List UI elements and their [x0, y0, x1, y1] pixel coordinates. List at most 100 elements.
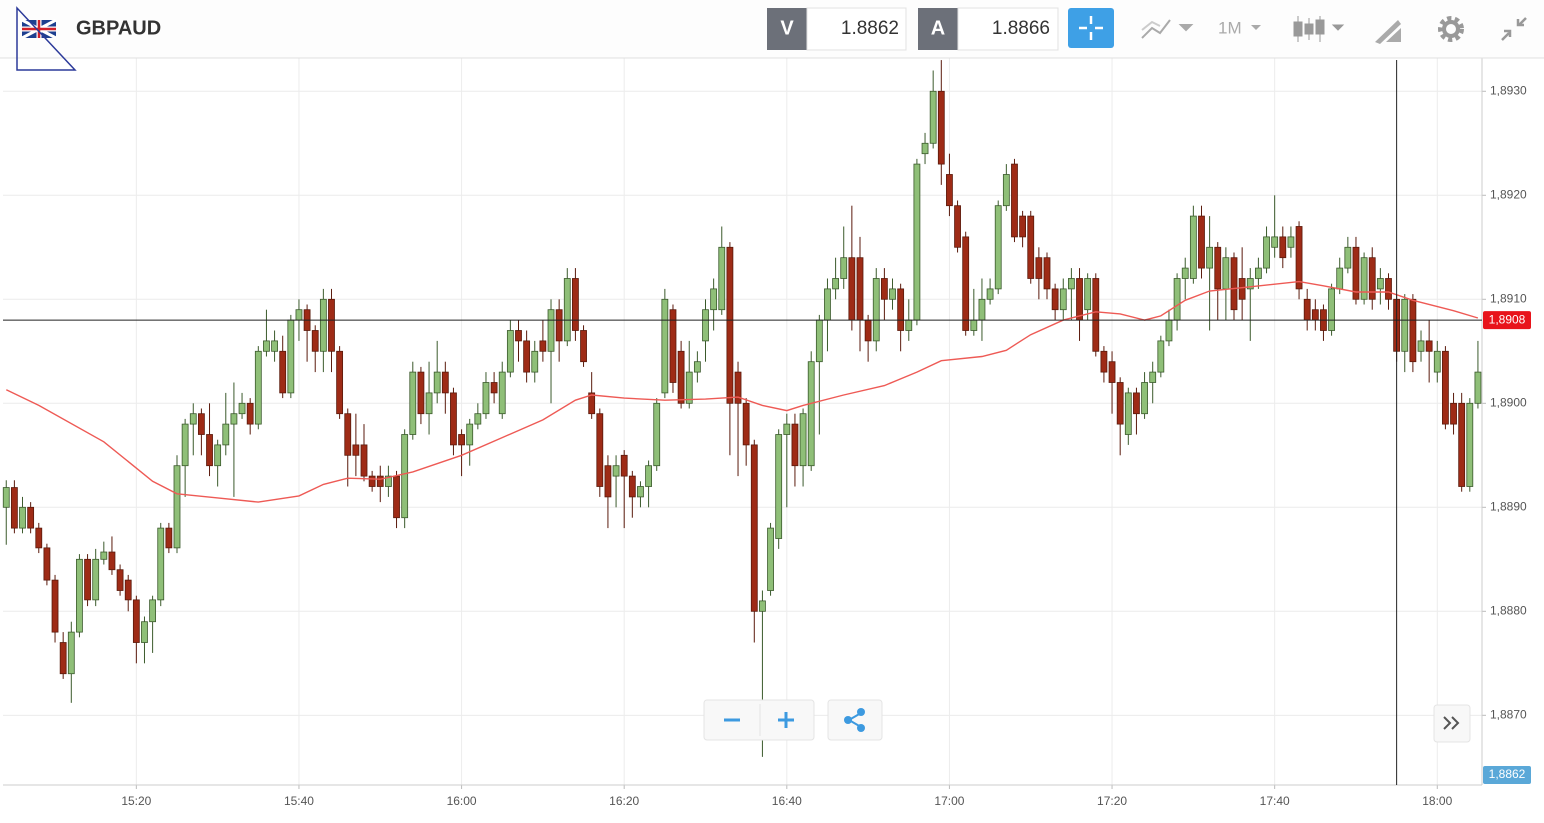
- candle-body: [19, 506, 26, 529]
- candle-body: [1092, 278, 1100, 352]
- candle-body: [279, 350, 287, 394]
- candle-body: [1011, 163, 1018, 238]
- candle-type-button[interactable]: [1293, 16, 1345, 42]
- candle-body: [157, 527, 165, 601]
- candle-body: [2, 487, 10, 508]
- candle-body: [1433, 350, 1441, 373]
- candle-body: [986, 288, 994, 300]
- candle-body: [1189, 215, 1197, 279]
- candle-body: [978, 298, 986, 321]
- candle-body: [352, 444, 360, 456]
- timeframe[interactable]: 1M: [1218, 18, 1242, 37]
- candle-body: [1059, 288, 1067, 311]
- candle-body: [385, 475, 392, 487]
- chart-type-button[interactable]: [1141, 19, 1194, 39]
- y-tick-label: 1,8900: [1490, 395, 1527, 409]
- candle-body: [506, 330, 514, 373]
- x-tick-label: 16:00: [447, 794, 477, 808]
- ask-box: [957, 7, 1059, 51]
- candle-body: [1116, 382, 1124, 425]
- candle-body: [572, 278, 579, 331]
- candle-body: [962, 236, 970, 331]
- crosshair-button[interactable]: [1068, 8, 1114, 48]
- candle-body: [1238, 278, 1246, 300]
- candle-body: [417, 371, 425, 415]
- candle-body: [1222, 257, 1230, 290]
- candle-body: [35, 527, 43, 549]
- x-tick-label: 17:40: [1260, 794, 1290, 808]
- candle-body: [1206, 246, 1214, 269]
- candle-body: [76, 558, 83, 633]
- candle-body: [612, 465, 620, 477]
- candle-body: [840, 257, 848, 279]
- moving-average-line: [5, 280, 1479, 503]
- share-button[interactable]: [827, 699, 883, 741]
- candle-body: [872, 278, 880, 342]
- bid-button[interactable]: [767, 8, 807, 50]
- candle-body: [889, 288, 896, 300]
- candle-body: [311, 330, 319, 352]
- candle-body: [1067, 278, 1075, 290]
- candle-body: [824, 288, 831, 321]
- candle-body: [173, 465, 181, 549]
- candle-body: [848, 257, 856, 321]
- candle-body: [368, 475, 376, 487]
- candle-body: [498, 371, 506, 415]
- candle-body: [482, 382, 490, 415]
- candle-body: [515, 330, 522, 342]
- candle-body: [1368, 257, 1376, 300]
- candle-body: [1442, 350, 1449, 425]
- candle-body: [132, 599, 140, 643]
- candle-body: [141, 621, 148, 643]
- candle-body: [1352, 246, 1360, 300]
- candle-body: [1043, 257, 1051, 290]
- crosshair-badge: [1483, 311, 1531, 330]
- candle-body: [84, 558, 91, 601]
- candle-body: [531, 350, 539, 373]
- candle-body: [1360, 257, 1368, 300]
- candle-body: [197, 413, 205, 435]
- candle-body: [360, 444, 368, 477]
- candle-body: [1165, 319, 1173, 342]
- candle-body: [376, 475, 384, 487]
- candle-body: [653, 402, 661, 467]
- x-tick-label: 16:40: [772, 794, 802, 808]
- candle-body: [750, 444, 758, 612]
- candle-body: [783, 423, 791, 435]
- candle-body: [1214, 246, 1222, 290]
- crosshair-label: 1,8908: [1489, 312, 1526, 326]
- candle-body: [523, 340, 531, 373]
- candle-body: [937, 90, 945, 165]
- collapse-button[interactable]: [1501, 17, 1527, 41]
- ask-button[interactable]: [918, 8, 958, 50]
- candle-body: [702, 309, 709, 342]
- candle-body: [1344, 246, 1352, 269]
- candle-body: [328, 298, 335, 352]
- candle-body: [555, 309, 563, 342]
- candle-body: [1450, 402, 1457, 425]
- scroll-end-button[interactable]: [1433, 704, 1471, 743]
- candle-body: [238, 402, 246, 415]
- candle-body: [718, 246, 726, 311]
- candle-body: [165, 527, 173, 549]
- settings-button[interactable]: [1438, 16, 1464, 42]
- candle-body: [897, 288, 905, 331]
- candle-body: [1263, 236, 1270, 269]
- flag-icon: [16, 6, 77, 71]
- candle-body: [1409, 298, 1417, 363]
- bid-badge: [1483, 766, 1531, 784]
- candle-body: [189, 413, 197, 425]
- candle-body: [791, 423, 799, 467]
- candle-body: [271, 340, 278, 352]
- y-tick-label: 1,8930: [1490, 83, 1527, 97]
- candle-body: [474, 413, 482, 425]
- draw-button[interactable]: [1375, 20, 1401, 44]
- candle-body: [677, 350, 685, 404]
- candle-body: [759, 600, 766, 612]
- candle-body: [1458, 402, 1466, 487]
- candle-body: [1246, 278, 1254, 290]
- zoom-in[interactable]: [778, 712, 794, 728]
- candle-body: [214, 444, 222, 467]
- candle-body: [547, 309, 555, 352]
